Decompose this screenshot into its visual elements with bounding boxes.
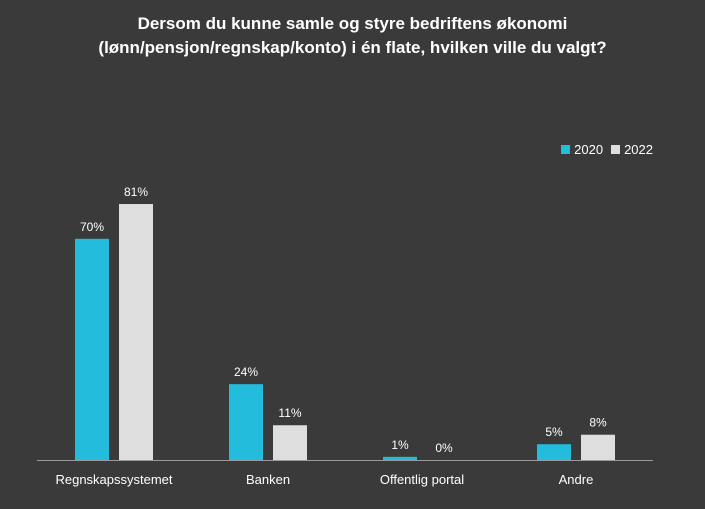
chart-title: Dersom du kunne samle og styre bedriften… bbox=[0, 12, 705, 60]
chart-title-line-1: Dersom du kunne samle og styre bedriften… bbox=[137, 14, 568, 33]
data-label-2020-0: 70% bbox=[80, 220, 104, 234]
data-label-2022-1: 11% bbox=[278, 406, 301, 420]
legend: 2020 2022 bbox=[561, 142, 653, 157]
data-label-2020-1: 24% bbox=[234, 365, 258, 379]
bar-2022-3 bbox=[581, 434, 615, 460]
category-label-3: Andre bbox=[559, 472, 594, 487]
category-label-0: Regnskapssystemet bbox=[55, 472, 172, 487]
bar-2020-1 bbox=[229, 384, 263, 460]
legend-item-2020: 2020 bbox=[561, 142, 603, 157]
legend-label-2020: 2020 bbox=[574, 142, 604, 157]
bar-2020-0 bbox=[75, 238, 109, 460]
bar-2022-1 bbox=[273, 425, 307, 460]
data-label-2022-0: 81% bbox=[124, 185, 148, 199]
legend-item-2022: 2022 bbox=[611, 142, 653, 157]
data-label-2020-3: 5% bbox=[545, 425, 563, 439]
bar-2020-2 bbox=[383, 456, 417, 460]
data-label-2022-2: 0% bbox=[435, 441, 453, 455]
legend-swatch-2020 bbox=[561, 145, 571, 154]
chart-title-line-2: (lønn/pensjon/regnskap/konto) i én flate… bbox=[98, 38, 607, 57]
bar-2022-0 bbox=[119, 204, 153, 460]
legend-label-2022: 2022 bbox=[624, 142, 653, 157]
bar-2020-3 bbox=[537, 444, 571, 460]
data-label-2020-2: 1% bbox=[391, 438, 409, 452]
data-label-2022-3: 8% bbox=[589, 416, 607, 430]
category-label-1: Banken bbox=[246, 472, 290, 487]
legend-swatch-2022 bbox=[611, 145, 621, 154]
category-label-2: Offentlig portal bbox=[380, 472, 464, 487]
